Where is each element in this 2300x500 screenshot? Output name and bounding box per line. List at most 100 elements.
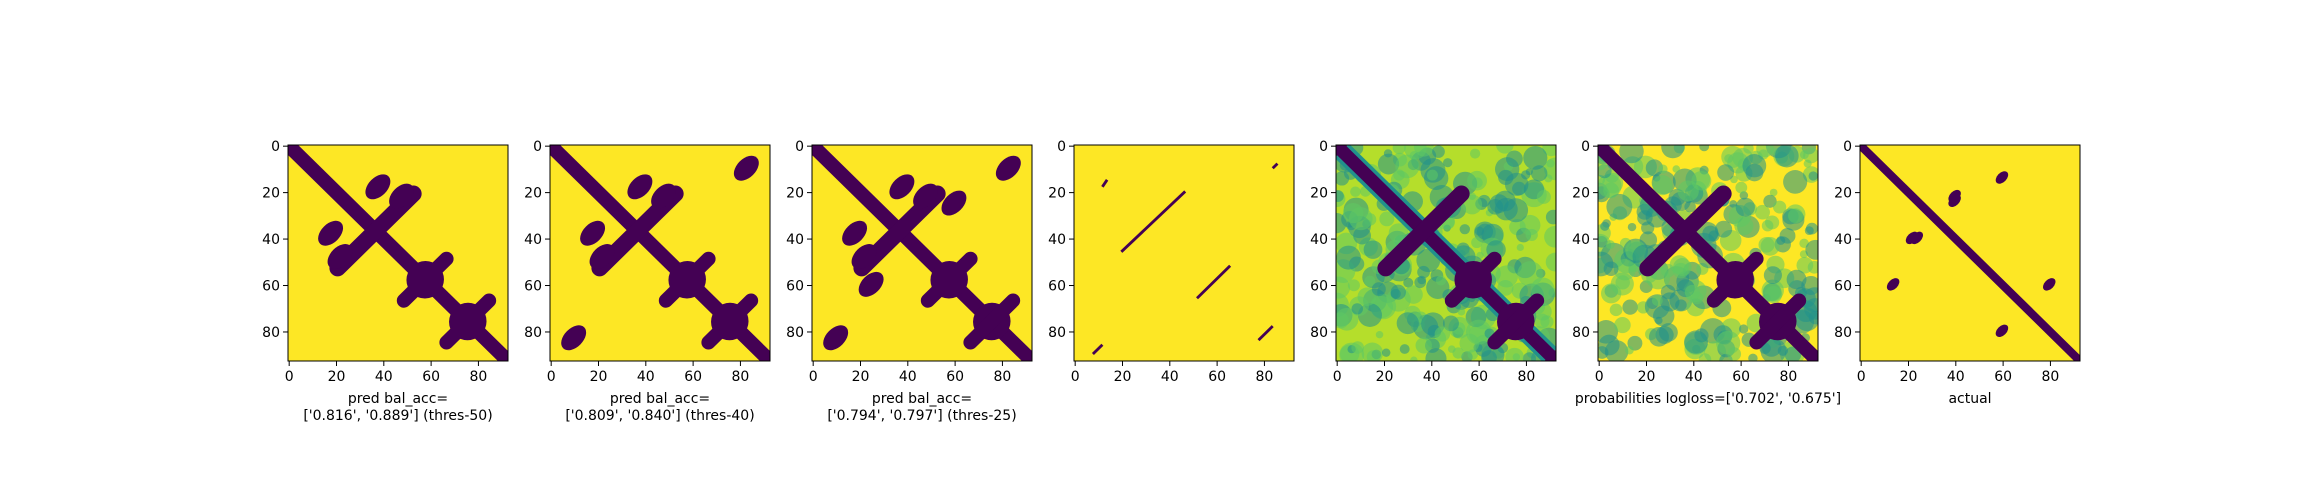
noise-blob <box>1417 265 1430 279</box>
contact-blob <box>327 244 353 269</box>
noise-blob <box>1776 236 1786 245</box>
y-tick-label: 40 <box>786 232 804 248</box>
noise-blob <box>1803 147 1818 164</box>
contact-blob <box>941 190 967 216</box>
contact-blob <box>842 220 868 246</box>
contact-blob <box>889 174 915 200</box>
contact-blob <box>1948 189 1961 203</box>
noise-blob <box>1654 316 1663 325</box>
x-axis-label: ['0.816', '0.889'] (thres-50) <box>303 408 492 424</box>
contact-blob <box>389 183 415 209</box>
noise-blob <box>1672 262 1689 279</box>
noise-blob <box>1760 236 1780 256</box>
x-tick-label: 20 <box>1114 369 1132 385</box>
axes-frame <box>287 144 509 362</box>
noise-blob <box>1610 272 1634 296</box>
x-tick-label: 0 <box>1857 369 1866 385</box>
heatmap-image <box>1074 145 1294 361</box>
x-axis-label: ['0.809', '0.840'] (thres-40) <box>565 408 754 424</box>
y-tick-label: 20 <box>262 186 280 202</box>
y-tick-label: 60 <box>786 279 804 295</box>
x-axis-label: actual <box>1948 391 1991 407</box>
y-tick-label: 80 <box>524 325 542 341</box>
noise-blob <box>1684 284 1700 300</box>
heatmap-image <box>288 145 508 361</box>
heatmap-panel-7: 0 20 40 60 80 0 20 40 60 80 actual <box>1834 139 2081 407</box>
noise-blob <box>1605 240 1615 250</box>
noise-blob <box>1652 175 1673 196</box>
noise-blob <box>1364 275 1376 287</box>
y-tick-label: 0 <box>1319 139 1328 155</box>
noise-blob <box>1788 208 1803 223</box>
noise-blob <box>1497 279 1514 296</box>
contact-blob <box>1995 171 2009 184</box>
y-tick-label: 60 <box>524 279 542 295</box>
noise-blob <box>1393 169 1405 181</box>
contact-blob <box>589 244 615 269</box>
y-tick-label: 60 <box>1310 279 1328 295</box>
y-tick-label: 60 <box>1048 279 1066 295</box>
x-tick-label: 60 <box>1994 369 2012 385</box>
noise-blob <box>1415 337 1433 354</box>
x-tick-label: 80 <box>994 369 1012 385</box>
contact-segment <box>1196 264 1232 300</box>
y-tick-label: 60 <box>262 279 280 295</box>
noise-blob <box>1716 330 1741 355</box>
noise-blob <box>1625 345 1634 355</box>
noise-blob <box>1443 158 1453 168</box>
noise-blob <box>1457 308 1466 316</box>
noise-blob <box>1519 214 1541 236</box>
y-tick-label: 80 <box>262 325 280 341</box>
noise-blob <box>1426 169 1438 181</box>
noise-blob <box>1627 222 1637 232</box>
noise-blob <box>1465 319 1492 345</box>
y-tick-label: 40 <box>262 232 280 248</box>
x-tick-label: 40 <box>637 369 655 385</box>
axes-frame <box>811 144 1033 362</box>
x-tick-label: 80 <box>2042 369 2060 385</box>
x-tick-label: 0 <box>1595 369 1604 385</box>
noise-blob <box>1603 261 1619 277</box>
noise-blob <box>1622 299 1638 315</box>
noise-blob <box>1619 145 1644 164</box>
noise-blob <box>1469 148 1481 159</box>
anti-diagonal-band <box>439 293 497 350</box>
y-tick-label: 20 <box>786 186 804 202</box>
noise-blob <box>1774 145 1799 168</box>
anti-diagonal-band <box>396 251 454 308</box>
noise-blob <box>1471 237 1483 249</box>
y-tick-label: 40 <box>524 232 542 248</box>
contact-blob <box>858 271 884 297</box>
noise-blob <box>1347 279 1360 292</box>
y-tick-label: 60 <box>1572 279 1590 295</box>
noise-blob <box>1432 145 1445 158</box>
contact-blob <box>995 155 1021 181</box>
y-tick-label: 0 <box>795 139 804 155</box>
contact-segment <box>1101 179 1109 188</box>
contact-blob <box>1905 231 1919 245</box>
y-tick-label: 20 <box>1310 186 1328 202</box>
heatmap-image <box>812 145 1032 361</box>
noise-blob <box>1545 252 1556 272</box>
y-tick-label: 40 <box>1572 232 1590 248</box>
noise-blob <box>1807 260 1818 274</box>
noise-blob <box>1336 245 1361 270</box>
y-tick-label: 80 <box>1572 325 1590 341</box>
noise-blob <box>1506 150 1523 168</box>
x-tick-label: 0 <box>1333 369 1342 385</box>
noise-blob <box>1756 145 1774 158</box>
noise-blob <box>1755 204 1770 220</box>
noise-blob <box>1381 348 1391 357</box>
noise-blob <box>1645 159 1664 177</box>
noise-blob <box>1414 276 1427 289</box>
noise-blob <box>1598 346 1609 359</box>
noise-blob <box>1808 171 1818 181</box>
noise-blob <box>1661 145 1685 159</box>
noise-blob <box>1516 243 1524 252</box>
anti-diagonal-band <box>920 251 978 308</box>
noise-blob <box>1392 145 1406 155</box>
noise-blob <box>1600 221 1610 231</box>
x-tick-label: 60 <box>946 369 964 385</box>
anti-diagonal-band <box>963 293 1021 350</box>
